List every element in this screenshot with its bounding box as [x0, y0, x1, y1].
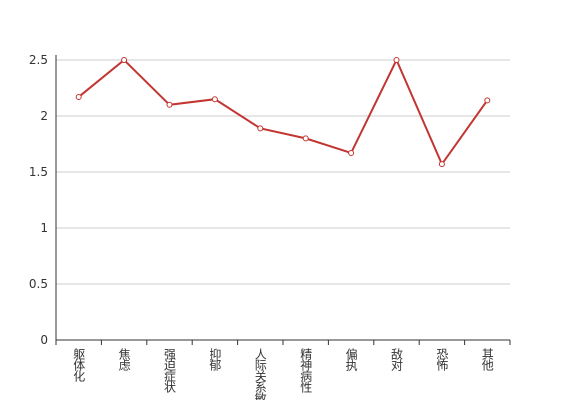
x-tick-label: 偏执	[344, 347, 358, 372]
point	[75, 93, 82, 100]
x-tick-label: 敌对	[390, 347, 404, 371]
y-tick-label: 2.5	[29, 53, 48, 67]
x-tick-label: 恐怖	[435, 348, 449, 371]
x-tick-label: 躯体化	[72, 347, 86, 383]
line	[78, 57, 489, 167]
point	[302, 135, 309, 142]
y-tick-label: 2	[40, 109, 48, 123]
point	[121, 57, 128, 63]
point	[348, 149, 355, 156]
x-tick-label: 其他	[480, 348, 494, 371]
x-tick-label: 精神病性	[299, 348, 313, 394]
x-tick-label: 抑郁	[208, 347, 222, 372]
point	[393, 57, 400, 63]
point	[257, 125, 264, 132]
y-tick-label: 0.5	[29, 277, 48, 291]
point	[484, 97, 491, 104]
y-tick-label: 1	[40, 221, 48, 235]
point	[211, 96, 218, 103]
x-tick-label: 强迫症状	[163, 348, 177, 393]
point	[438, 161, 445, 168]
y-tick-label: 1.5	[29, 165, 48, 179]
x-tick-label: 人际关系敏感	[253, 348, 267, 400]
x-tick-label: 焦虑	[117, 348, 131, 371]
point	[166, 101, 173, 108]
y-tick-label: 0	[40, 333, 48, 347]
